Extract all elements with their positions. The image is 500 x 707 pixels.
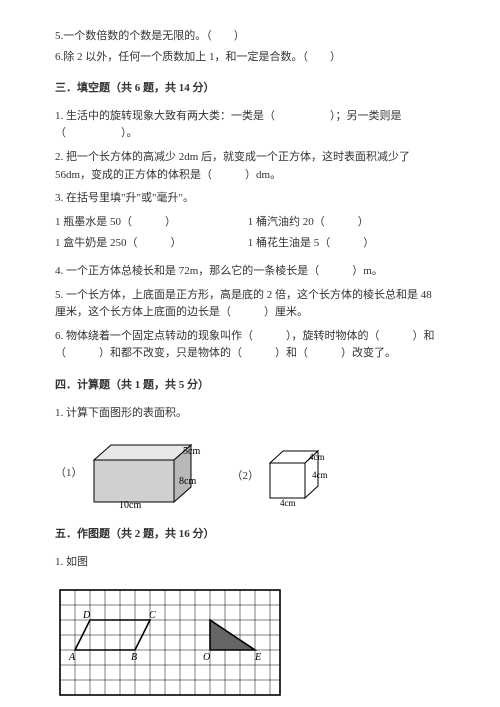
cuboid-depth-label: 5cm	[183, 446, 200, 457]
question-5: 5.一个数倍数的个数是无限的。（ ）	[55, 28, 445, 46]
s3-q3: 3. 在括号里填"升"或"毫升"。	[55, 190, 445, 208]
s5-q1: 1. 如图	[55, 554, 445, 572]
figure-area: （1） 5cm 8cm 10cm （2） 4cm 4cm 4cm	[55, 440, 445, 508]
measure-ink: 1 瓶墨水是 50（ ）	[55, 214, 245, 232]
measure-gas: 1 桶汽油约 20（ ）	[248, 214, 369, 232]
grid-figure: A B C D O E	[55, 585, 445, 707]
figure-2-wrap: （2） 4cm 4cm 4cm	[232, 446, 338, 508]
s3-q5: 5. 一个长方体，上底面是正方形，高是底的 2 倍，这个长方体的棱长总和是 48…	[55, 287, 445, 322]
grid-label-C: C	[149, 610, 156, 621]
measure-row-2: 1 盒牛奶是 250（ ） 1 桶花生油是 5（ ）	[55, 235, 445, 253]
cuboid-height-label: 8cm	[179, 476, 196, 487]
grid-label-D: D	[82, 610, 91, 621]
measure-milk: 1 盒牛奶是 250（ ）	[55, 235, 245, 253]
section-3-header: 三．填空题（共 6 题，共 14 分）	[55, 80, 445, 98]
question-6: 6.除 2 以外，任何一个质数加上 1，和一定是合数。（ ）	[55, 49, 445, 67]
cuboid-width-label: 10cm	[119, 500, 141, 508]
cube-depth-label: 4cm	[309, 452, 325, 462]
s3-q6: 6. 物体绕着一个固定点转动的现象叫作（ ），旋转时物体的（ ）和（ ）和都不改…	[55, 328, 445, 363]
section-4-header: 四．计算题（共 1 题，共 5 分）	[55, 377, 445, 395]
grid-label-O: O	[203, 652, 210, 663]
measure-oil: 1 桶花生油是 5（ ）	[248, 235, 375, 253]
figure-2-index: （2）	[232, 468, 260, 486]
cuboid-figure: 5cm 8cm 10cm	[89, 440, 204, 508]
grid-label-B: B	[131, 652, 137, 663]
s3-q4: 4. 一个正方体总棱长和是 72m，那么它的一条棱长是（ ）m。	[55, 263, 445, 281]
figure-1-index: （1）	[55, 465, 83, 483]
s3-q2: 2. 把一个长方体的高减少 2dm 后，就变成一个正方体，这时表面积减少了 56…	[55, 149, 445, 184]
measure-row-1: 1 瓶墨水是 50（ ） 1 桶汽油约 20（ ）	[55, 214, 445, 232]
grid-label-A: A	[68, 652, 76, 663]
s3-q1: 1. 生活中的旋转现象大致有两大类：一类是（ ）；另一类则是（ ）。	[55, 108, 445, 143]
s4-q1: 1. 计算下面图形的表面积。	[55, 405, 445, 423]
cube-figure: 4cm 4cm 4cm	[265, 446, 337, 508]
grid-label-E: E	[254, 652, 261, 663]
section-5-header: 五．作图题（共 2 题，共 16 分）	[55, 526, 445, 544]
figure-1-wrap: （1） 5cm 8cm 10cm	[55, 440, 204, 508]
cube-height-label: 4cm	[312, 470, 328, 480]
cube-width-label: 4cm	[280, 498, 296, 508]
